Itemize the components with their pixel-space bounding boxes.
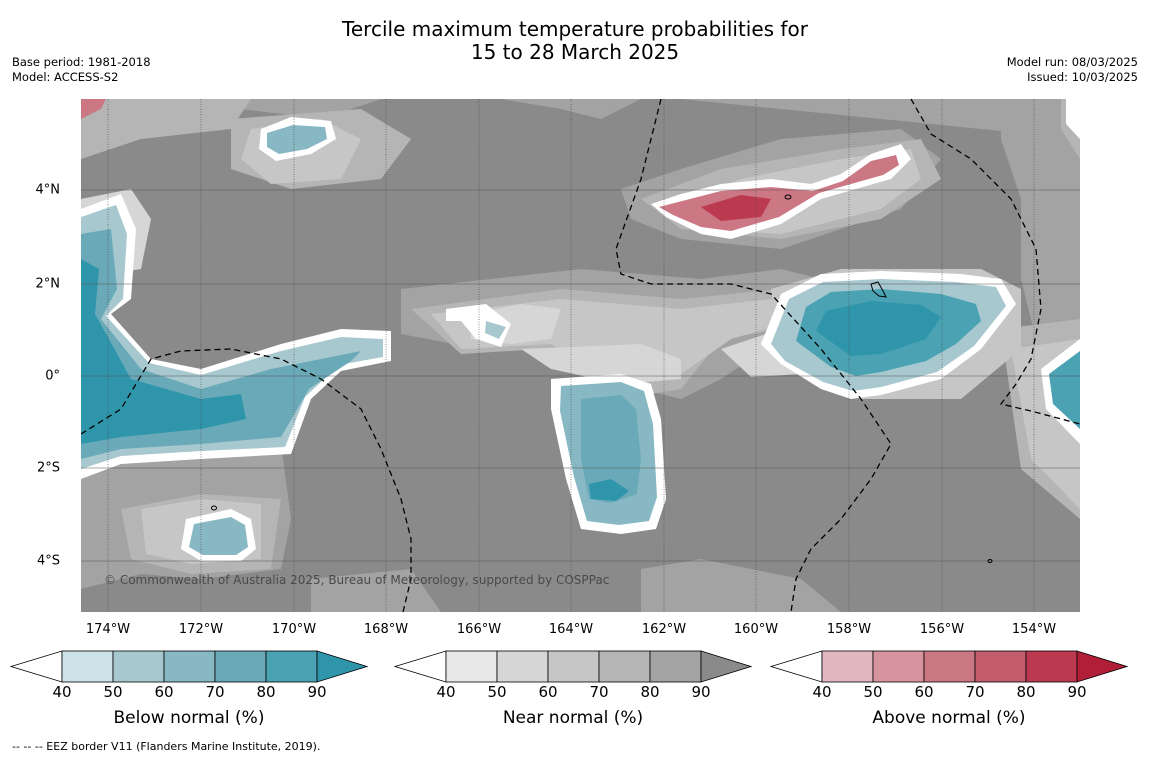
- legend-below-tick-60: 60: [154, 683, 174, 701]
- legend-above-tick-50: 50: [863, 683, 883, 701]
- legend-near-tick-70: 70: [589, 683, 609, 701]
- lat-label-4n: 4°N: [35, 182, 61, 198]
- legend-near-normal: 40 50 60 70 80 90 Near normal (%): [394, 650, 752, 738]
- legend-arrow-low: [10, 650, 63, 683]
- lat-label-2n: 2°N: [35, 276, 61, 292]
- lat-label-4s: 4°S: [36, 553, 60, 569]
- legend-swatch: [496, 650, 549, 683]
- lon-label-156w: 156°W: [919, 622, 965, 637]
- lon-label-166w: 166°W: [456, 622, 502, 637]
- legend-near-tick-80: 80: [640, 683, 660, 701]
- legend-above-tick-60: 60: [914, 683, 934, 701]
- eez-border-note: -- -- -- EEZ border V11 (Flanders Marine…: [12, 740, 321, 753]
- legend-swatch: [112, 650, 165, 683]
- legend-swatch: [649, 650, 702, 683]
- legend-below-title: Below normal (%): [113, 708, 265, 728]
- legend-near-tick-40: 40: [436, 683, 456, 701]
- model-run: Model run: 08/03/2025: [1006, 55, 1138, 69]
- title-line-2: 15 to 28 March 2025: [470, 40, 680, 64]
- legend-bar-near: [394, 650, 752, 683]
- legend-arrow-high: [316, 650, 368, 683]
- title-line-1: Tercile maximum temperature probabilitie…: [342, 17, 808, 41]
- legend-swatch: [923, 650, 976, 683]
- lon-label-162w: 162°W: [641, 622, 687, 637]
- eez-borders: [81, 99, 1080, 612]
- lon-label-172w: 172°W: [178, 622, 224, 637]
- legend-bar-above: [770, 650, 1128, 683]
- legend-swatch: [265, 650, 318, 683]
- legend-above-title: Above normal (%): [872, 708, 1026, 728]
- lat-label-0: 0°: [45, 368, 60, 384]
- legend-arrow-high: [1076, 650, 1128, 683]
- map-title: Tercile maximum temperature probabilitie…: [0, 18, 1150, 64]
- legend-arrow-low: [394, 650, 447, 683]
- graticule: [81, 99, 1080, 612]
- legend-above-tick-80: 80: [1016, 683, 1036, 701]
- issued-date: Issued: 10/03/2025: [1027, 70, 1138, 84]
- legend-near-tick-50: 50: [487, 683, 507, 701]
- meta-right: Model run: 08/03/2025 Issued: 10/03/2025: [1007, 55, 1138, 85]
- islands: [211, 194, 993, 563]
- legend-below-tick-50: 50: [103, 683, 123, 701]
- legend-bar-below: [10, 650, 368, 683]
- legend-arrow-high: [700, 650, 752, 683]
- map-svg: [81, 99, 1080, 612]
- legend-above-tick-90: 90: [1067, 683, 1087, 701]
- legend-below-tick-90: 90: [307, 683, 327, 701]
- base-period: Base period: 1981-2018: [12, 55, 151, 69]
- lon-label-164w: 164°W: [548, 622, 594, 637]
- probability-map: [81, 99, 1080, 612]
- legend-near-title: Near normal (%): [502, 708, 644, 728]
- legend-near-tick-90: 90: [691, 683, 711, 701]
- above-normal-regions: [81, 99, 911, 239]
- legend-below-normal: 40 50 60 70 80 90 Below normal (%): [10, 650, 368, 738]
- legend-arrow-low: [770, 650, 823, 683]
- legend-swatch: [974, 650, 1027, 683]
- lon-label-154w: 154°W: [1011, 622, 1057, 637]
- copyright-notice: © Commonwealth of Australia 2025, Bureau…: [104, 573, 610, 587]
- legend-near-tick-60: 60: [538, 683, 558, 701]
- lon-label-174w: 174°W: [85, 622, 131, 637]
- legend-swatch: [445, 650, 498, 683]
- legend-swatch: [598, 650, 651, 683]
- legend-swatch: [872, 650, 925, 683]
- model-name: Model: ACCESS-S2: [12, 70, 119, 84]
- meta-left: Base period: 1981-2018 Model: ACCESS-S2: [12, 55, 151, 85]
- legend-swatch: [547, 650, 600, 683]
- legend-swatch: [821, 650, 874, 683]
- legend-swatch: [61, 650, 114, 683]
- legend-above-tick-40: 40: [812, 683, 832, 701]
- legend-swatch: [214, 650, 267, 683]
- legend-below-tick-40: 40: [52, 683, 72, 701]
- legend-above-tick-70: 70: [965, 683, 985, 701]
- legend-below-tick-80: 80: [256, 683, 276, 701]
- below-normal-regions: [81, 99, 1080, 561]
- legend-below-tick-70: 70: [205, 683, 225, 701]
- lon-label-160w: 160°W: [733, 622, 779, 637]
- lon-label-158w: 158°W: [826, 622, 872, 637]
- lon-label-168w: 168°W: [363, 622, 409, 637]
- legend-above-normal: 40 50 60 70 80 90 Above normal (%): [770, 650, 1128, 738]
- lon-label-170w: 170°W: [271, 622, 317, 637]
- lat-label-2s: 2°S: [36, 460, 60, 476]
- legend-swatch: [163, 650, 216, 683]
- legend-swatch: [1025, 650, 1078, 683]
